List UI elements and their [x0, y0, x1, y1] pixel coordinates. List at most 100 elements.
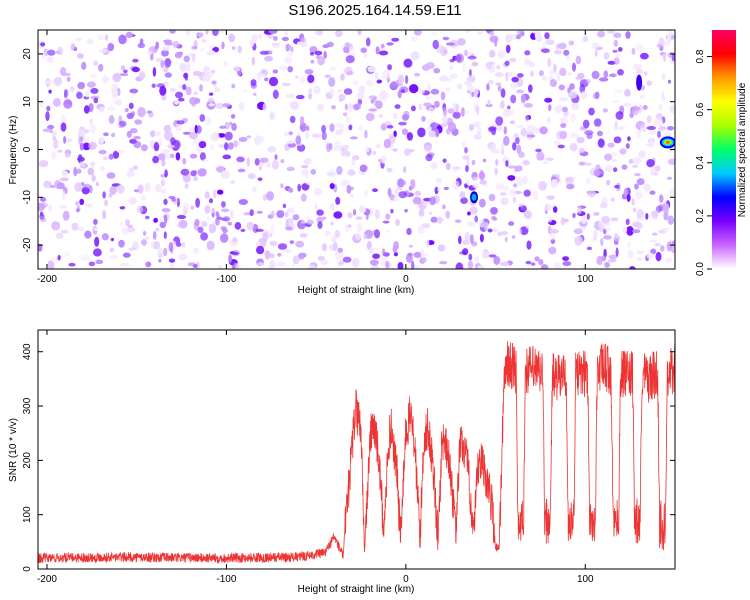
spectrogram-cell	[403, 58, 413, 68]
spectrogram-cell	[157, 153, 167, 161]
spectrogram-cell	[585, 78, 591, 84]
spectrogram-cell	[667, 215, 675, 225]
spectrogram-cell	[154, 131, 162, 137]
spectrogram-features	[470, 74, 675, 204]
spectrogram-cell	[587, 190, 597, 198]
spectrogram-cell	[547, 216, 553, 223]
spectrogram-cell	[658, 37, 665, 47]
spectrogram-cell	[284, 31, 288, 36]
spectrogram-cell	[161, 159, 166, 167]
spectrogram-cell	[206, 216, 210, 221]
spectrogram-cell	[136, 205, 143, 214]
spectrogram-cell	[488, 49, 496, 58]
spectrogram-cell	[298, 255, 305, 260]
spectrogram-cell	[61, 170, 69, 177]
spectrogram-cell	[489, 35, 499, 43]
spectrogram-cell	[520, 206, 527, 211]
spectrogram-cell	[52, 98, 61, 107]
spectrogram-cell	[199, 152, 206, 161]
spectrogram-cell	[307, 74, 315, 84]
spectrogram-cell	[189, 96, 198, 106]
spectrogram-cell	[88, 261, 96, 267]
spectrogram-cell	[570, 102, 580, 111]
spectrogram-cell	[602, 108, 609, 113]
spectrogram-cell	[426, 62, 435, 69]
spectrogram-cell	[406, 227, 412, 236]
spectrogram-cell	[190, 170, 197, 177]
spectrogram-cell	[119, 73, 129, 77]
spectrogram-cell	[57, 149, 63, 153]
spectrogram-cell	[238, 199, 248, 205]
spectrogram-cell	[188, 132, 198, 140]
spectrogram-cell	[316, 216, 324, 224]
spectrogram-cell	[191, 46, 198, 50]
spectrogram-cell	[224, 131, 233, 141]
spectrogram-cell	[607, 259, 617, 263]
spectrogram-cell	[295, 135, 302, 145]
spectrogram-cell	[63, 104, 72, 109]
spectrogram-cell	[347, 212, 353, 219]
spectrogram-cell	[77, 53, 84, 59]
spectrogram-cell	[539, 70, 544, 77]
snr-x-tick-label: 100	[577, 574, 594, 585]
spectrogram-cell	[442, 106, 447, 117]
spectrogram-cell	[277, 252, 282, 257]
spectrogram-cell	[404, 148, 411, 156]
spectrogram-cell	[102, 156, 109, 161]
spectrogram-cell	[522, 175, 528, 185]
spectrogram-cell	[178, 97, 185, 102]
spectrogram-cell	[410, 51, 420, 61]
spectrogram-cell	[610, 152, 618, 157]
spectrogram-cell	[259, 50, 269, 55]
spectrogram-cell	[152, 231, 157, 240]
spectrogram-cell	[93, 97, 99, 104]
spectrogram-cell	[141, 144, 148, 152]
spectrogram-cell	[77, 81, 86, 90]
spectrogram-cell	[174, 100, 179, 105]
spectrogram-cell	[449, 73, 458, 79]
spectrogram-cell	[605, 164, 613, 173]
spectrogram-cell	[613, 167, 618, 173]
spectrogram-cell	[181, 242, 186, 248]
spectrogram-cell	[49, 184, 56, 189]
spectrogram-cell	[511, 235, 516, 239]
spectrogram-cell	[617, 69, 624, 76]
spectrogram-cell	[305, 181, 313, 185]
spectrogram-cell	[357, 98, 363, 106]
spectrogram-cell	[625, 143, 630, 149]
spectrogram-cell	[430, 162, 438, 169]
spectrogram-cell	[459, 191, 466, 199]
spectrogram-cell	[610, 217, 619, 222]
spectrogram-cell	[588, 107, 595, 116]
spectrogram-cell	[112, 150, 120, 159]
spectrogram-cell	[487, 228, 493, 233]
spectrogram-cell	[635, 43, 644, 53]
spectrogram-cell	[608, 73, 617, 78]
spectrogram-cell	[231, 46, 236, 50]
spectrogram-cell	[146, 110, 152, 114]
spectrogram-cell	[309, 52, 315, 56]
spectrogram-cell	[635, 190, 643, 200]
spectrogram-cell	[98, 48, 108, 54]
spectrogram-cell	[577, 72, 585, 79]
spectrogram-cell	[330, 105, 337, 110]
spectrogram-cell	[356, 91, 365, 100]
spectrogram-cell	[208, 223, 217, 234]
spectrogram-cell	[659, 194, 664, 204]
spectrogram-cell	[38, 160, 49, 168]
snr-frame	[37, 329, 676, 570]
snr-x-tick-label: 0	[403, 574, 409, 585]
spectrogram-cell	[187, 262, 196, 267]
spectrogram-cell	[407, 252, 413, 257]
spectrogram-cell	[526, 134, 536, 138]
spectrogram-cell	[238, 137, 248, 142]
spectrogram-cell	[156, 57, 163, 63]
spectrogram-cell	[666, 176, 673, 180]
spectrogram-cell	[624, 89, 631, 97]
snr-y-tick-label: 200	[22, 452, 33, 469]
spectrogram-cell	[466, 179, 470, 186]
spectrogram-cell	[530, 262, 536, 266]
colorbar-tick-label: 0.6	[695, 102, 706, 116]
spectrogram-cell	[229, 121, 233, 126]
